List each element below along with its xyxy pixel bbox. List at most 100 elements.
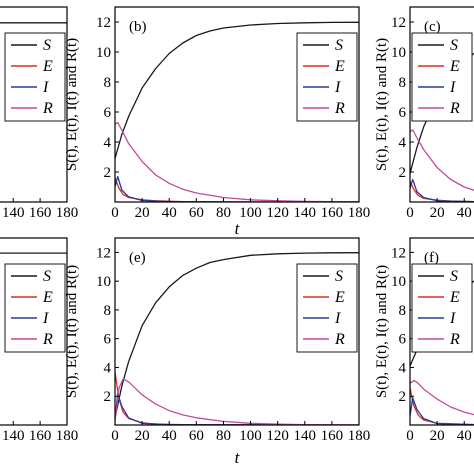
y-tick-label: 2 <box>399 389 407 405</box>
y-axis-label: S(t), E(t), I(t) and R(t) <box>64 38 80 171</box>
series-line-I-c <box>410 178 474 202</box>
legend-label-S: S <box>450 37 458 54</box>
legend-box <box>296 263 358 353</box>
legend-label-S: S <box>43 268 51 285</box>
legend-box <box>411 32 473 122</box>
legend-label-R: R <box>449 100 460 117</box>
x-tick-label: 140 <box>2 205 25 221</box>
legend-label-E: E <box>449 58 460 75</box>
x-tick-label: 20 <box>135 205 150 221</box>
y-tick-label: 6 <box>399 332 407 348</box>
y-axis-label: S(t), E(t), I(t) and R(t) <box>374 265 390 398</box>
legend-box <box>4 263 66 353</box>
legend-label-I: I <box>449 310 456 327</box>
x-tick-label: 140 <box>294 205 317 221</box>
y-tick-label: 8 <box>104 303 112 319</box>
legend-label-R: R <box>334 100 345 117</box>
y-tick-label: 2 <box>104 389 112 405</box>
series-line-I-e <box>115 392 359 425</box>
legend-box <box>411 263 473 353</box>
x-tick-label: 0 <box>406 205 414 221</box>
y-axis-label: S(t), E(t), I(t) and R(t) <box>374 38 390 171</box>
series-line-R-c <box>410 129 474 191</box>
y-tick-label: 8 <box>399 303 407 319</box>
x-tick-label: 180 <box>348 428 371 444</box>
panel-label: (c) <box>424 19 441 35</box>
x-tick-label: 40 <box>457 205 472 221</box>
y-tick-label: 12 <box>96 15 111 31</box>
x-tick-label: 0 <box>406 428 414 444</box>
x-tick-label: 40 <box>162 205 177 221</box>
y-tick-label: 4 <box>104 360 112 376</box>
series-line-S-e <box>115 252 359 418</box>
y-tick-label: 10 <box>96 274 111 290</box>
legend-label-E: E <box>334 289 345 306</box>
legend-label-I: I <box>334 79 341 96</box>
x-tick-label: 100 <box>239 205 262 221</box>
x-tick-label: 0 <box>111 428 119 444</box>
legend-label-R: R <box>42 331 53 348</box>
x-tick-label: 0 <box>111 205 119 221</box>
x-tick-label: 40 <box>162 428 177 444</box>
y-tick-label: 10 <box>391 274 406 290</box>
y-tick-label: 4 <box>399 360 407 376</box>
series-line-R-e <box>115 378 359 425</box>
y-axis-label: S(t), E(t), I(t) and R(t) <box>64 265 80 398</box>
plot-frame-c <box>409 6 474 203</box>
x-tick-label: 40 <box>457 428 472 444</box>
y-tick-label: 8 <box>399 75 407 91</box>
panel-label: (f) <box>424 250 439 266</box>
x-tick-label: 180 <box>56 205 79 221</box>
y-tick-label: 12 <box>391 245 406 261</box>
series-line-R-b <box>115 121 359 202</box>
legend-label-S: S <box>335 37 343 54</box>
legend-label-I: I <box>42 310 49 327</box>
y-tick-label: 10 <box>96 45 111 61</box>
plot-frame-d <box>0 237 68 426</box>
legend-label-I: I <box>42 79 49 96</box>
legend-box <box>4 32 66 122</box>
x-tick-label: 180 <box>56 428 79 444</box>
x-tick-label: 160 <box>321 428 344 444</box>
x-tick-label: 160 <box>321 205 344 221</box>
x-tick-label: 20 <box>430 205 445 221</box>
x-axis-label: t <box>235 219 241 238</box>
x-tick-label: 160 <box>29 205 52 221</box>
series-line-I-f <box>410 397 474 425</box>
x-tick-label: 60 <box>189 428 204 444</box>
x-tick-label: 80 <box>216 428 231 444</box>
y-tick-label: 2 <box>104 165 112 181</box>
legend-label-E: E <box>334 58 345 75</box>
legend-label-S: S <box>43 37 51 54</box>
legend-label-S: S <box>450 268 458 285</box>
legend-label-I: I <box>334 310 341 327</box>
legend-label-E: E <box>42 58 53 75</box>
plot-frame-f <box>409 237 474 426</box>
y-tick-label: 6 <box>104 105 112 121</box>
y-tick-label: 12 <box>391 15 406 31</box>
x-tick-label: 20 <box>430 428 445 444</box>
x-tick-label: 80 <box>216 205 231 221</box>
y-tick-label: 4 <box>399 135 407 151</box>
y-tick-label: 6 <box>399 105 407 121</box>
x-tick-label: 20 <box>135 428 150 444</box>
x-tick-label: 60 <box>189 205 204 221</box>
x-tick-label: 100 <box>239 428 262 444</box>
x-tick-label: 140 <box>294 428 317 444</box>
series-line-R-f <box>410 379 474 416</box>
x-tick-label: 120 <box>266 205 289 221</box>
legend-box <box>296 32 358 122</box>
plot-frame-b <box>114 6 360 203</box>
y-tick-label: 4 <box>104 135 112 151</box>
legend-label-S: S <box>335 268 343 285</box>
